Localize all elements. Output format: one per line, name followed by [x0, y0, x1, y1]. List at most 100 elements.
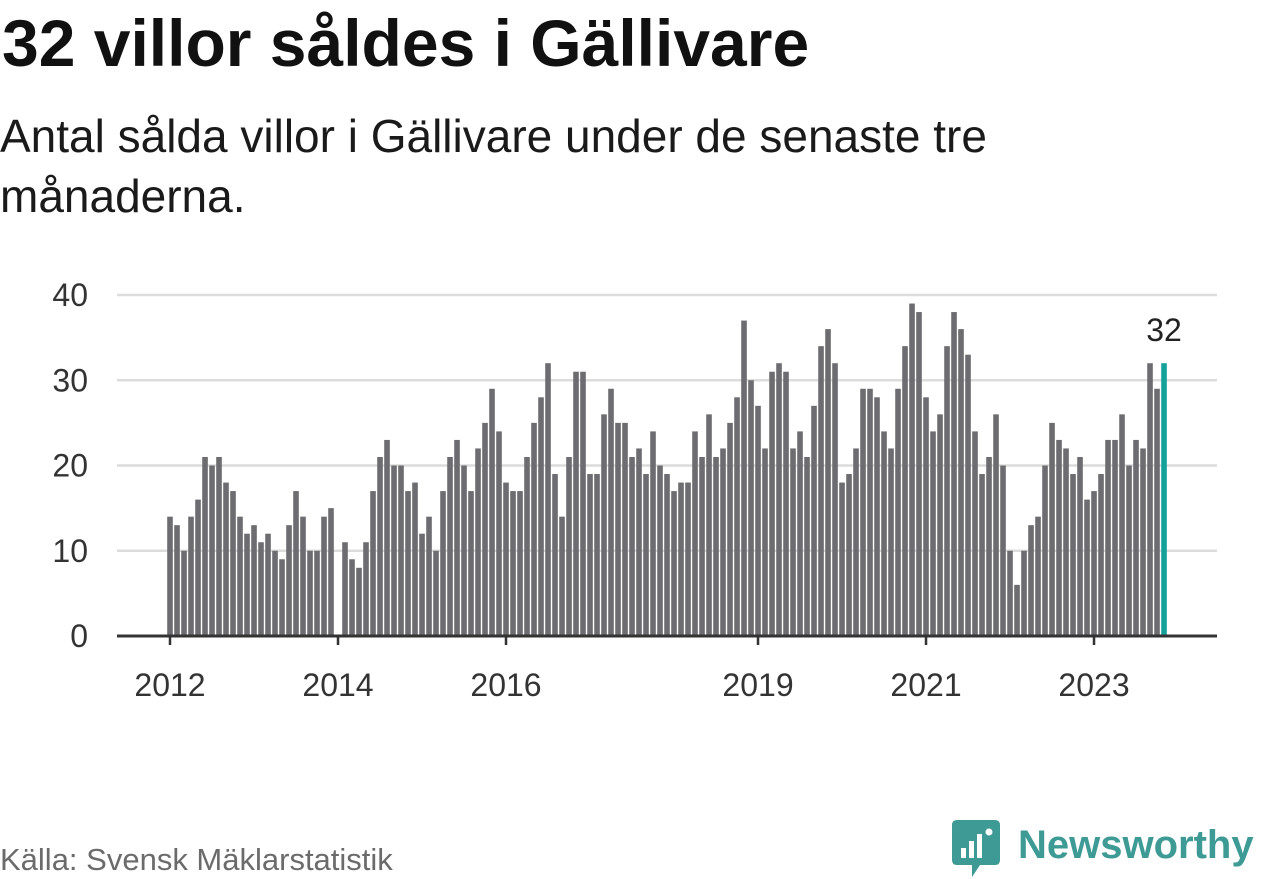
bar	[503, 482, 509, 636]
bar	[1049, 422, 1055, 637]
bar	[300, 516, 306, 636]
bar	[307, 550, 313, 636]
source-note: Källa: Svensk Mäklarstatistik	[0, 842, 393, 877]
bar	[972, 431, 978, 636]
bar	[783, 371, 789, 636]
bar	[468, 491, 474, 636]
logo-dot	[985, 828, 993, 836]
bar	[979, 474, 985, 636]
bar	[573, 371, 579, 636]
bar	[216, 456, 222, 636]
bar	[244, 533, 250, 636]
x-tick-label: 2023	[1058, 667, 1129, 703]
bar	[1007, 550, 1013, 636]
newsworthy-logo-icon	[952, 820, 1000, 877]
bar	[622, 422, 628, 637]
bar-chart: 0 10 20 30 40 32 2012 2014 2016 2019 2021 2023	[52, 277, 1217, 703]
bar	[930, 431, 936, 636]
x-tick-label: 2019	[722, 667, 793, 703]
bar	[426, 516, 432, 636]
bar	[1112, 439, 1118, 636]
bar	[1098, 474, 1104, 636]
bar	[391, 465, 397, 636]
bar	[993, 414, 999, 636]
bar	[664, 474, 670, 636]
bar	[552, 474, 558, 636]
bar	[881, 431, 887, 636]
bar	[209, 465, 215, 636]
bar	[776, 363, 782, 636]
bar	[496, 431, 502, 636]
bar	[587, 474, 593, 636]
bar	[1063, 448, 1069, 636]
logo-bar-2	[969, 841, 974, 858]
labels: 0 10 20 30 40 32 2012 2014 2016 2019 2021 2023	[52, 277, 1181, 703]
bar	[608, 388, 614, 636]
bar	[195, 499, 201, 636]
y-tick-label: 20	[52, 448, 88, 484]
bar	[1077, 456, 1083, 636]
bar	[1035, 516, 1041, 636]
bar	[286, 525, 292, 636]
bar	[888, 448, 894, 636]
bar	[1042, 465, 1048, 636]
bars	[167, 303, 1167, 637]
bar	[692, 431, 698, 636]
bar	[524, 456, 530, 636]
bar	[258, 542, 264, 636]
bar	[405, 491, 411, 636]
bar	[832, 363, 838, 636]
bar	[328, 508, 334, 637]
bar	[223, 482, 229, 636]
axes	[117, 634, 1217, 645]
bar	[699, 456, 705, 636]
bar	[482, 422, 488, 637]
chart-title: 32 villor såldes i Gällivare	[2, 6, 810, 80]
bar	[167, 516, 173, 636]
bar	[237, 516, 243, 636]
bar	[895, 388, 901, 636]
bar	[804, 456, 810, 636]
bar	[825, 329, 831, 636]
bar	[454, 439, 460, 636]
bar	[230, 491, 236, 636]
bar	[447, 456, 453, 636]
bar	[769, 371, 775, 636]
bar	[181, 550, 187, 636]
x-tick-label: 2021	[890, 667, 961, 703]
bar	[1140, 448, 1146, 636]
bar	[251, 525, 257, 636]
bar	[377, 456, 383, 636]
x-tick-label: 2014	[302, 667, 373, 703]
bar	[510, 491, 516, 636]
bar	[846, 474, 852, 636]
bar	[720, 448, 726, 636]
bar	[741, 320, 747, 636]
bar	[1154, 388, 1160, 636]
bar	[174, 525, 180, 636]
bar	[419, 533, 425, 636]
bar	[853, 448, 859, 636]
bar	[762, 448, 768, 636]
bar	[1133, 439, 1139, 636]
bar	[678, 482, 684, 636]
bar	[356, 567, 362, 636]
bar	[860, 388, 866, 636]
bar	[923, 397, 929, 636]
y-tick-label: 30	[52, 362, 88, 398]
bar	[538, 397, 544, 636]
brand-name: Newsworthy	[1018, 823, 1254, 867]
bar	[1084, 499, 1090, 636]
bar	[797, 431, 803, 636]
bar	[727, 422, 733, 637]
y-tick-label: 10	[52, 533, 88, 569]
bar	[517, 491, 523, 636]
bar	[1126, 465, 1132, 636]
bar	[342, 542, 348, 636]
bar	[937, 414, 943, 636]
bar	[545, 363, 551, 636]
bar-highlighted	[1161, 363, 1167, 636]
bar	[965, 354, 971, 636]
bar	[349, 559, 355, 636]
bar	[412, 482, 418, 636]
